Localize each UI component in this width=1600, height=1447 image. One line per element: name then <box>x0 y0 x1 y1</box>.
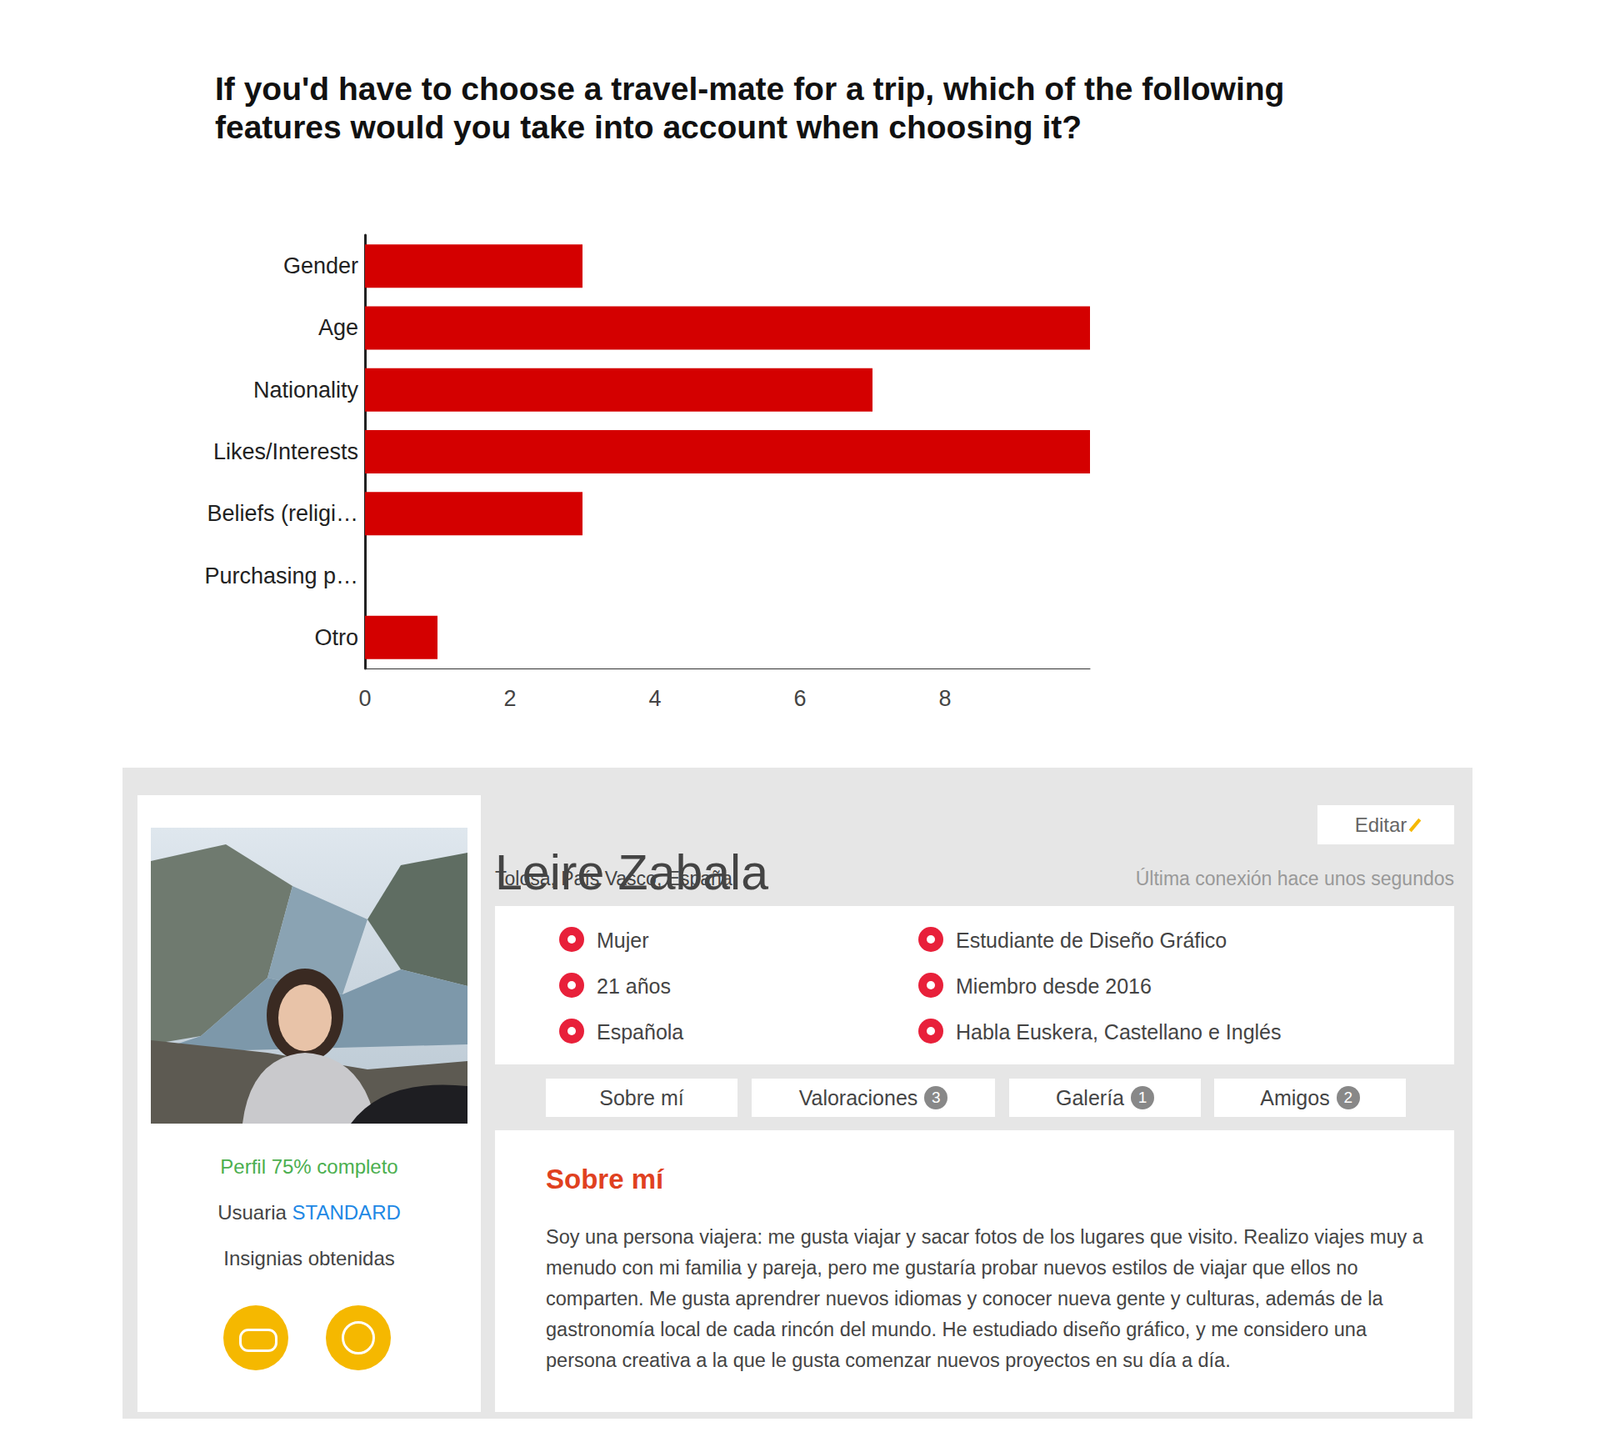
html-text:Mujer: Mujer <box>596 928 649 952</box>
svg-text:Age: Age <box>318 315 359 340</box>
svg-text:0: 0 <box>358 685 371 711</box>
svg-text:Purchasing p…: Purchasing p… <box>204 563 359 589</box>
html-text:Sobre mí: Sobre mí <box>545 1163 664 1195</box>
html-text:Galería: Galería <box>1055 1085 1125 1109</box>
html-text:2: 2 <box>1343 1088 1353 1106</box>
html-text:Amigos: Amigos <box>1260 1085 1330 1109</box>
html-text:Estudiante de Diseño Gráfico: Estudiante de Diseño Gráfico <box>955 928 1227 952</box>
html-text:Usuaria STANDARD: Usuaria STANDARD <box>217 1200 401 1224</box>
html-text:Sobre mí: Sobre mí <box>599 1085 684 1109</box>
html-text:Editar: Editar <box>1354 812 1407 836</box>
svg-text:8: 8 <box>938 685 951 711</box>
svg-text:4: 4 <box>648 685 661 711</box>
html-text:Insignias obtenidas: Insignias obtenidas <box>223 1246 395 1270</box>
html-text:21 años: 21 años <box>596 974 671 998</box>
svg-text:Otro: Otro <box>314 625 359 650</box>
html-text:1: 1 <box>1138 1088 1147 1106</box>
html-text:Valoraciones: Valoraciones <box>798 1085 918 1109</box>
svg-text:Nationality: Nationality <box>253 377 360 403</box>
html-text:Miembro desde 2016: Miembro desde 2016 <box>955 974 1152 998</box>
html-text:Perfil 75% completo: Perfil 75% completo <box>220 1155 399 1178</box>
svg-text:2: 2 <box>503 685 516 711</box>
html-text:Última conexión hace unos segu: Última conexión hace unos segundos <box>1135 867 1455 890</box>
html-text:Española: Española <box>596 1020 684 1044</box>
html-text:Habla Euskera, Castellano e In: Habla Euskera, Castellano e Inglés <box>955 1020 1282 1044</box>
svg-text:If you'd have to choose a trav: If you'd have to choose a travel-mate fo… <box>215 70 1294 107</box>
html-text:3: 3 <box>931 1088 941 1106</box>
svg-text:features would you take into a: features would you take into account whe… <box>215 109 1082 145</box>
svg-text:6: 6 <box>793 685 806 711</box>
html-text:Soy una persona viajera: me gu: Soy una persona viajera: me gusta viajar… <box>545 1225 1424 1371</box>
svg-text:Beliefs (religi…: Beliefs (religi… <box>206 500 359 526</box>
html-text:Leire Zabala: Leire Zabala <box>495 845 769 900</box>
html-text:Tolosa, País Vasco, España: Tolosa, País Vasco, España <box>495 867 733 890</box>
svg-text:Likes/Interests: Likes/Interests <box>213 439 359 465</box>
svg-text:Gender: Gender <box>283 253 359 279</box>
